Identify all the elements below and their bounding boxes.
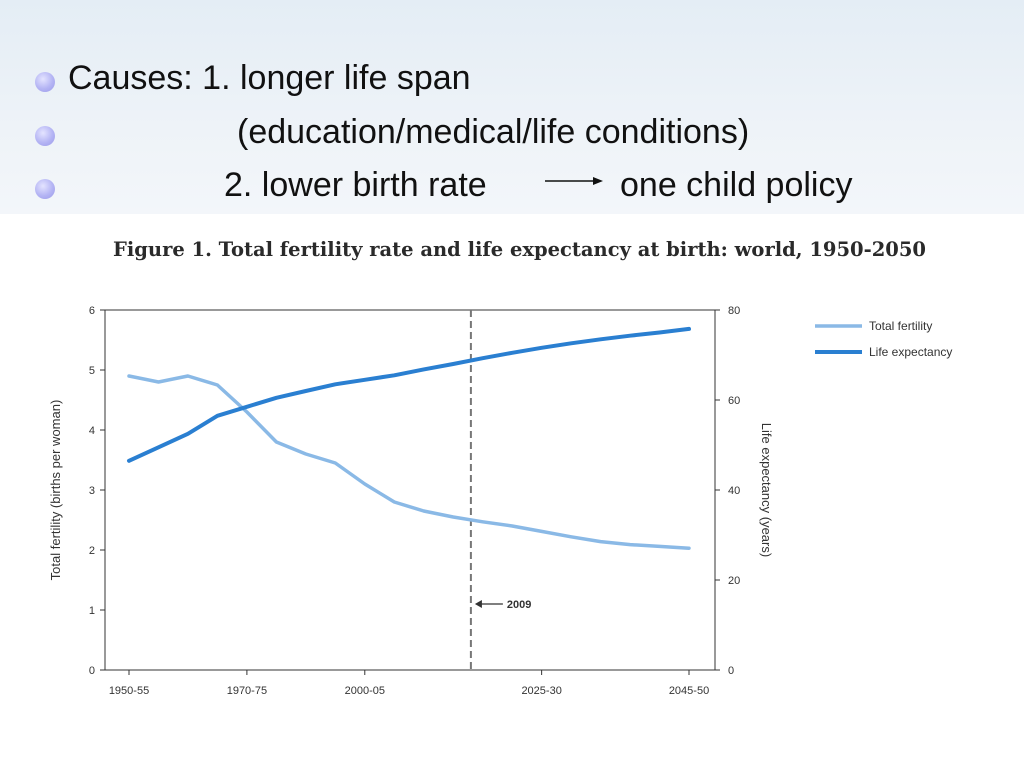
y-right-tick-label: 20 bbox=[728, 575, 740, 587]
legend-label-life-expectancy: Life expectancy bbox=[869, 345, 952, 359]
y-right-tick-label: 60 bbox=[728, 395, 740, 407]
legend-label-total-fertility: Total fertility bbox=[869, 319, 932, 333]
x-tick-label: 2045-50 bbox=[669, 685, 709, 697]
y-left-axis-title: Total fertility (births per woman) bbox=[48, 400, 63, 581]
y-left-tick-label: 4 bbox=[89, 425, 95, 437]
y-left-tick-label: 5 bbox=[89, 365, 95, 377]
x-tick-label: 1970-75 bbox=[227, 685, 267, 697]
y-left-tick-label: 0 bbox=[89, 665, 95, 677]
disc-bullet-icon bbox=[35, 126, 55, 146]
disc-bullet-icon bbox=[35, 72, 55, 92]
bullet-text-1: Causes: 1. longer life span bbox=[68, 59, 471, 97]
y-right-tick-label: 40 bbox=[728, 485, 740, 497]
x-tick-label: 2000-05 bbox=[345, 685, 385, 697]
y-right-axis-title: Life expectancy (years) bbox=[759, 423, 774, 557]
bullet-text-2: (education/medical/life conditions) bbox=[237, 113, 750, 151]
x-tick-label: 2025-30 bbox=[521, 685, 561, 697]
bullet-text-3b: one child policy bbox=[620, 166, 853, 204]
y-right-tick-label: 0 bbox=[728, 665, 734, 677]
y-right-tick-label: 80 bbox=[728, 305, 740, 317]
y-left-tick-label: 6 bbox=[89, 305, 95, 317]
series-line-total-fertility bbox=[127, 374, 691, 550]
y-left-tick-label: 2 bbox=[89, 545, 95, 557]
header-band bbox=[0, 0, 1024, 214]
annotation-arrowhead bbox=[474, 600, 482, 608]
chart-title: Figure 1. Total fertility rate and life … bbox=[113, 238, 926, 261]
disc-bullet-icon bbox=[35, 179, 55, 199]
right-arrow-icon bbox=[545, 177, 603, 185]
bullet-text-3a: 2. lower birth rate bbox=[224, 166, 487, 204]
series-line-life-expectancy bbox=[127, 326, 691, 463]
y-left-tick-label: 3 bbox=[89, 485, 95, 497]
annotation-label: 2009 bbox=[507, 599, 531, 611]
plot-frame bbox=[104, 309, 716, 671]
y-left-tick-label: 1 bbox=[89, 605, 95, 617]
x-tick-label: 1950-55 bbox=[109, 685, 149, 697]
